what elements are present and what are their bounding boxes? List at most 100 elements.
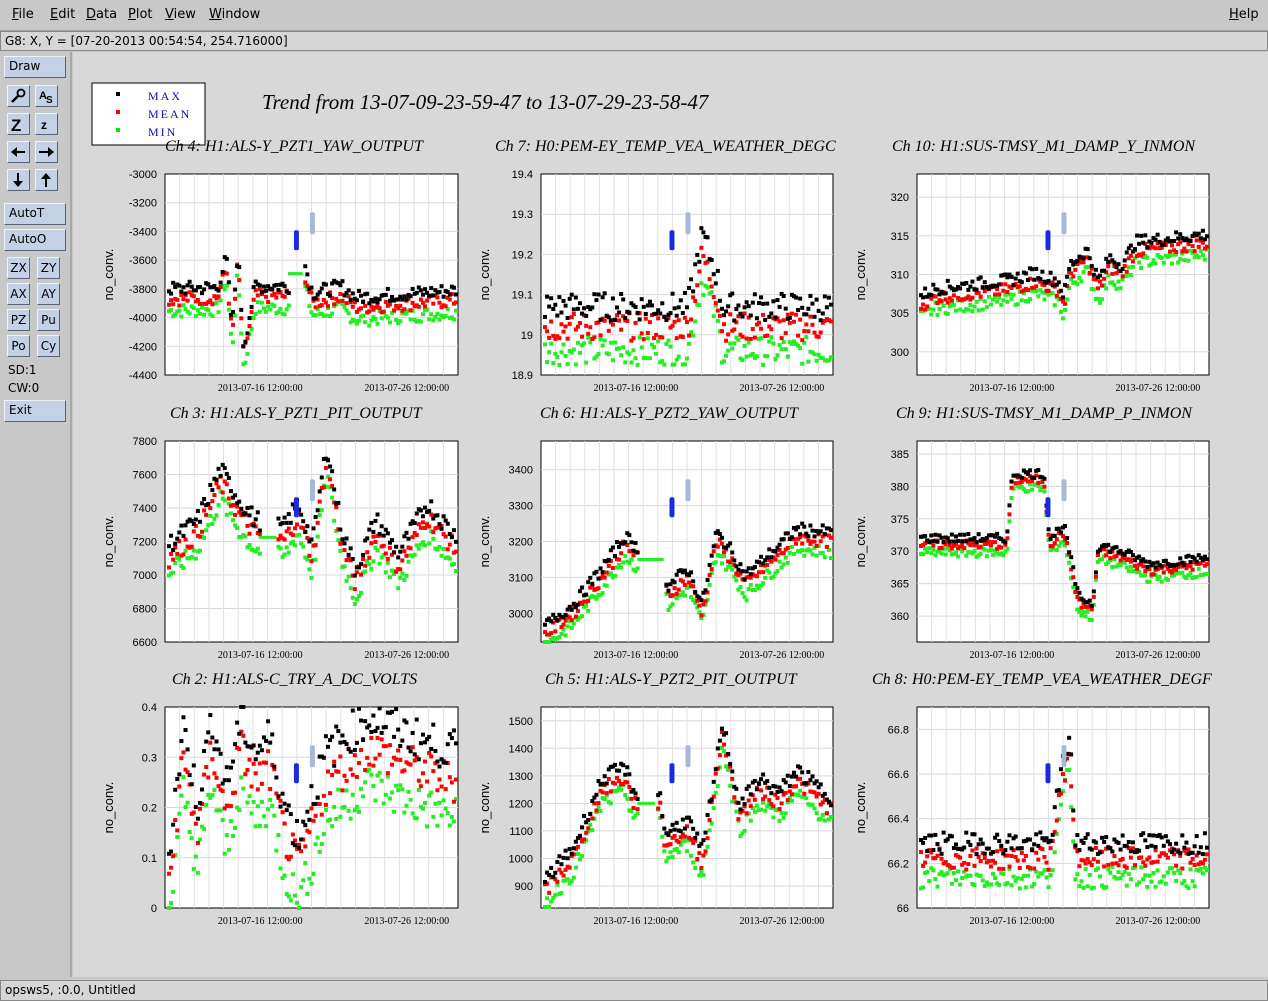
magnify-button[interactable] bbox=[7, 85, 30, 107]
min-point bbox=[303, 861, 308, 866]
max-point bbox=[255, 510, 260, 515]
min-point bbox=[1130, 866, 1135, 871]
mean-point bbox=[1102, 276, 1107, 281]
max-point bbox=[301, 819, 306, 824]
mean-point bbox=[235, 504, 240, 509]
autoo-button[interactable]: AutoO bbox=[4, 229, 66, 251]
min-point bbox=[338, 814, 343, 819]
chart-panel-5[interactable]: Ch 6: H1:ALS-Y_PZT2_YAW_OUTPUTno_conv.34… bbox=[477, 405, 834, 661]
chart-panel-3[interactable]: Ch 10: H1:SUS-TMSY_M1_DAMP_Y_INMONno_con… bbox=[853, 138, 1210, 394]
min-point bbox=[356, 594, 361, 599]
min-point bbox=[191, 548, 196, 553]
max-point bbox=[404, 530, 409, 535]
max-point bbox=[167, 544, 171, 549]
menu-edit[interactable]: Edit bbox=[50, 7, 76, 22]
min-point bbox=[943, 872, 948, 877]
max-point bbox=[315, 508, 320, 513]
menu-plot[interactable]: Plot bbox=[128, 7, 153, 22]
autot-button[interactable]: AutoT bbox=[4, 203, 66, 225]
mean-point bbox=[1011, 848, 1016, 853]
mean-point bbox=[586, 598, 591, 603]
mean-point bbox=[672, 833, 677, 838]
min-point bbox=[598, 809, 603, 814]
min-point bbox=[1063, 543, 1068, 548]
mean-point bbox=[937, 298, 942, 303]
min-point bbox=[274, 311, 279, 316]
zy-button[interactable]: ZY bbox=[37, 257, 60, 279]
mean-point bbox=[1139, 562, 1144, 567]
mean-point bbox=[1081, 858, 1086, 863]
zoom-out-button[interactable]: Z bbox=[7, 113, 30, 135]
draw-button[interactable]: Draw bbox=[4, 56, 66, 78]
min-point bbox=[1128, 273, 1133, 278]
min-point bbox=[423, 307, 428, 312]
min-point bbox=[1161, 260, 1166, 265]
max-point bbox=[243, 511, 248, 516]
min-point bbox=[949, 552, 954, 557]
min-point bbox=[239, 535, 244, 540]
max-point bbox=[986, 846, 991, 851]
mean-point bbox=[210, 757, 215, 762]
pu-button[interactable]: Pu bbox=[37, 309, 60, 331]
min-point bbox=[208, 795, 213, 800]
chart-panel-2[interactable]: Ch 7: H0:PEM-EY_TEMP_VEA_WEATHER_DEGCno_… bbox=[477, 138, 836, 394]
max-point bbox=[588, 811, 593, 816]
max-point bbox=[255, 282, 260, 287]
max-point bbox=[672, 580, 677, 585]
chart-panel-1[interactable]: Ch 4: H1:ALS-Y_PZT1_YAW_OUTPUTno_conv.-3… bbox=[101, 138, 459, 394]
chart-panel-9[interactable]: Ch 8: H0:PEM-EY_TEMP_VEA_WEATHER_DEGFno_… bbox=[853, 671, 1212, 927]
mean-point bbox=[392, 755, 397, 760]
max-point bbox=[982, 851, 987, 856]
max-point bbox=[734, 786, 739, 791]
max-point bbox=[689, 570, 694, 575]
ay-button[interactable]: AY bbox=[37, 283, 60, 305]
max-point bbox=[251, 523, 256, 528]
menu-window[interactable]: Window bbox=[209, 7, 261, 22]
max-point bbox=[443, 760, 448, 765]
mean-point bbox=[191, 294, 196, 299]
chart-panel-7[interactable]: Ch 2: H1:ALS-C_TRY_A_DC_VOLTSno_conv.0.4… bbox=[101, 671, 459, 927]
max-point bbox=[1157, 832, 1162, 837]
zx-button[interactable]: ZX bbox=[7, 257, 30, 279]
mean-point bbox=[598, 576, 603, 581]
max-point bbox=[767, 547, 772, 552]
po-button[interactable]: Po bbox=[7, 335, 30, 357]
mean-point bbox=[695, 283, 700, 288]
menu-view[interactable]: View bbox=[165, 7, 196, 22]
chart-panel-8[interactable]: Ch 5: H1:ALS-Y_PZT2_PIT_OUTPUTno_conv.15… bbox=[477, 671, 834, 927]
mean-point bbox=[968, 543, 973, 548]
max-point bbox=[1128, 849, 1133, 854]
min-point bbox=[1056, 817, 1061, 822]
min-point bbox=[829, 355, 833, 360]
mean-point bbox=[953, 541, 958, 546]
menu-file[interactable]: File bbox=[12, 7, 34, 22]
menu-data[interactable]: Data bbox=[86, 7, 118, 22]
chart-panel-4[interactable]: Ch 3: H1:ALS-Y_PZT1_PIT_OUTPUTno_conv.78… bbox=[101, 405, 459, 661]
y-tick-label: 3300 bbox=[509, 501, 533, 513]
min-point bbox=[431, 814, 436, 819]
pan-right-button[interactable] bbox=[35, 141, 58, 163]
max-point bbox=[389, 294, 394, 299]
pan-left-button[interactable] bbox=[7, 141, 30, 163]
menu-help[interactable]: Help bbox=[1229, 7, 1259, 22]
pan-down-button[interactable] bbox=[7, 169, 30, 191]
max-point bbox=[699, 598, 704, 603]
mean-point bbox=[261, 289, 266, 294]
exit-button[interactable]: Exit bbox=[4, 400, 66, 422]
min-point bbox=[953, 550, 958, 555]
ax-button[interactable]: AX bbox=[7, 283, 30, 305]
chart-panel-6[interactable]: Ch 9: H1:SUS-TMSY_M1_DAMP_P_INMONno_conv… bbox=[853, 405, 1210, 661]
max-point bbox=[701, 838, 706, 843]
mean-point bbox=[933, 856, 938, 861]
max-point bbox=[970, 832, 975, 837]
min-point bbox=[1110, 280, 1115, 285]
min-point bbox=[206, 307, 211, 312]
pan-up-button[interactable] bbox=[35, 169, 58, 191]
max-point bbox=[1098, 273, 1103, 278]
cy-button[interactable]: Cy bbox=[37, 335, 60, 357]
zoom-in-button[interactable]: z bbox=[35, 113, 58, 135]
pz-button[interactable]: PZ bbox=[7, 309, 30, 331]
mean-point bbox=[705, 836, 710, 841]
